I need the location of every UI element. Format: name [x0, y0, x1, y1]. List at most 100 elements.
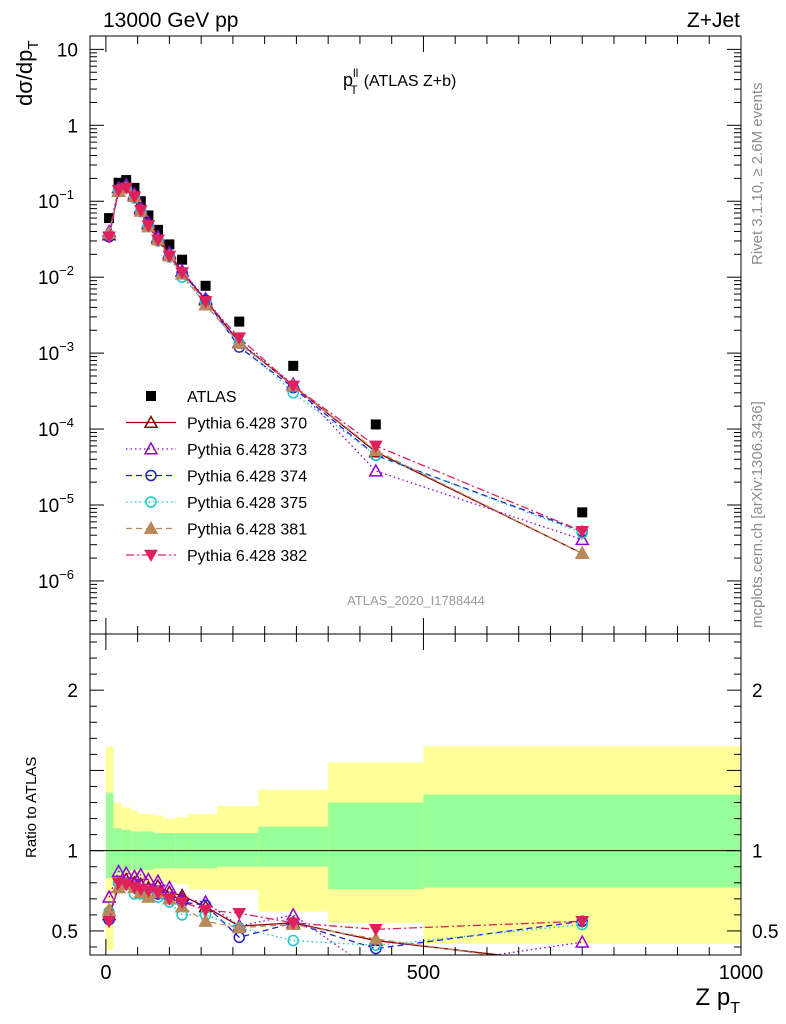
data-point-p382 [102, 231, 116, 244]
ratio-point-p373 [370, 967, 382, 978]
watermark: ATLAS_2020_I1788444 [347, 593, 485, 608]
y-axis-label-top: dσ/dpT [12, 40, 42, 106]
y-tick-label-bottom-left: 0.5 [52, 922, 78, 943]
ratio-line-p373 [108, 870, 583, 955]
plot-title-main: p [343, 70, 353, 90]
data-point-ATLAS [104, 213, 115, 224]
ratio-point-p382 [141, 885, 156, 898]
ratio-plot-frame [89, 633, 742, 956]
y-tick-label-top: 10−3 [38, 339, 74, 365]
y-tick-label-bottom-right: 1 [752, 842, 763, 863]
y-tick-exponent: −2 [59, 263, 74, 278]
data-point-p382 [111, 184, 126, 198]
legend-marker-p381 [143, 520, 159, 535]
y-tick-label-top: 10−6 [38, 567, 74, 593]
data-point-ATLAS [288, 360, 299, 371]
data-point-p382 [133, 204, 148, 218]
data-point-p382 [575, 526, 590, 539]
legend-label-p374: Pythia 6.428 374 [187, 469, 307, 486]
x-axis-label-sub: T [730, 1000, 740, 1017]
plot-title-rest: (ATLAS Z+b) [364, 73, 457, 90]
data-point-p382 [198, 296, 213, 309]
side-label-bottom: mcplots.cern.ch [arXiv:1306.3436] [749, 401, 766, 628]
y-tick-label-top: 10 [57, 40, 78, 61]
data-point-p382 [232, 332, 247, 345]
data-point-p373 [368, 463, 384, 477]
legend-label-ATLAS: ATLAS [187, 389, 237, 406]
series-line-p382 [108, 187, 583, 532]
legend-marker-p373 [143, 441, 159, 455]
legend-label-p375: Pythia 6.428 375 [187, 495, 307, 512]
y-tick-base: 10 [38, 268, 59, 289]
legend-label-p382: Pythia 6.428 382 [187, 548, 307, 565]
legend-marker-p374 [145, 469, 157, 482]
x-tick-label: 0 [100, 962, 111, 984]
y-axis-label-main: dσ/dp [12, 50, 37, 106]
y-axis-label-bottom: Ratio to ATLAS [23, 757, 40, 858]
header-right: Z+Jet [687, 9, 740, 32]
y-tick-exponent: −6 [59, 567, 74, 582]
x-tick-label: 500 [407, 962, 440, 984]
data-point-ATLAS [370, 419, 381, 430]
y-tick-label-bottom-right: 2 [752, 681, 763, 702]
header-left: 13000 GeV pp [103, 9, 238, 32]
ratio-point-p375 [287, 934, 299, 947]
series-line-p381 [108, 187, 583, 555]
y-tick-base: 10 [38, 192, 59, 213]
series-line-p373 [108, 183, 583, 541]
ratio-point-p381 [231, 920, 247, 934]
ratio-point-p382 [102, 915, 116, 929]
ratio-point-p381 [198, 913, 213, 927]
y-tick-label-bottom-left: 2 [67, 681, 78, 702]
data-point-p382 [127, 191, 142, 204]
ratio-uncertainty-bands [90, 746, 741, 951]
ratio-point-p382 [151, 887, 165, 900]
legend-marker-p370 [143, 414, 159, 429]
y-tick-base: 10 [38, 496, 59, 517]
band-inner-bin [328, 802, 424, 890]
ratio-point-p373 [133, 867, 149, 881]
y-tick-label-bottom-right: 0.5 [752, 922, 778, 943]
y-tick-exponent: −1 [59, 187, 74, 202]
ratio-point-p370 [576, 959, 588, 970]
band-inner-bin [105, 792, 114, 878]
data-point-p382 [368, 440, 383, 453]
ratio-point-p382 [286, 917, 301, 930]
side-label-top: Rivet 3.1.10, ≥ 2.6M events [749, 83, 766, 266]
data-point-p382 [151, 234, 165, 247]
data-point-p382 [119, 182, 134, 195]
ratio-point-p373 [574, 934, 590, 948]
ratio-point-p382 [162, 893, 177, 906]
series-line-p374 [108, 185, 583, 532]
ratio-point-p373 [111, 863, 126, 878]
ratio-point-p382 [575, 915, 590, 929]
data-point-ATLAS [164, 239, 175, 250]
ratio-point-p381 [368, 931, 384, 945]
y-tick-label-top: 10−5 [38, 491, 74, 517]
data-point-p381 [574, 545, 590, 560]
band-inner-bin [423, 794, 741, 888]
ratio-point-p382 [232, 907, 247, 921]
legend-marker-ATLAS [146, 391, 156, 401]
y-tick-label-top: 10−1 [38, 187, 74, 213]
band-inner-bin [217, 833, 259, 867]
y-tick-base: 10 [38, 420, 59, 441]
band-inner-bin [258, 826, 329, 867]
ratio-point-p373 [101, 889, 117, 903]
ratio-point-p382 [175, 896, 189, 910]
plot-title-sub: T [350, 83, 358, 97]
y-tick-exponent: −5 [59, 491, 74, 506]
series-line-p370 [108, 185, 583, 555]
data-point-p382 [286, 380, 301, 393]
data-point-ATLAS [200, 280, 211, 291]
x-tick-label: 1000 [719, 962, 764, 984]
x-axis-label-main: Z p [696, 984, 731, 1011]
ratio-point-p382 [198, 904, 213, 918]
data-point-ATLAS [177, 254, 188, 265]
legend: ATLAS Pythia 6.428 370 Pythia 6.428 373 Pyt… [126, 389, 307, 565]
y-tick-base: 10 [38, 344, 59, 365]
main-plot-data [101, 175, 590, 560]
legend-marker-p375 [145, 496, 157, 508]
